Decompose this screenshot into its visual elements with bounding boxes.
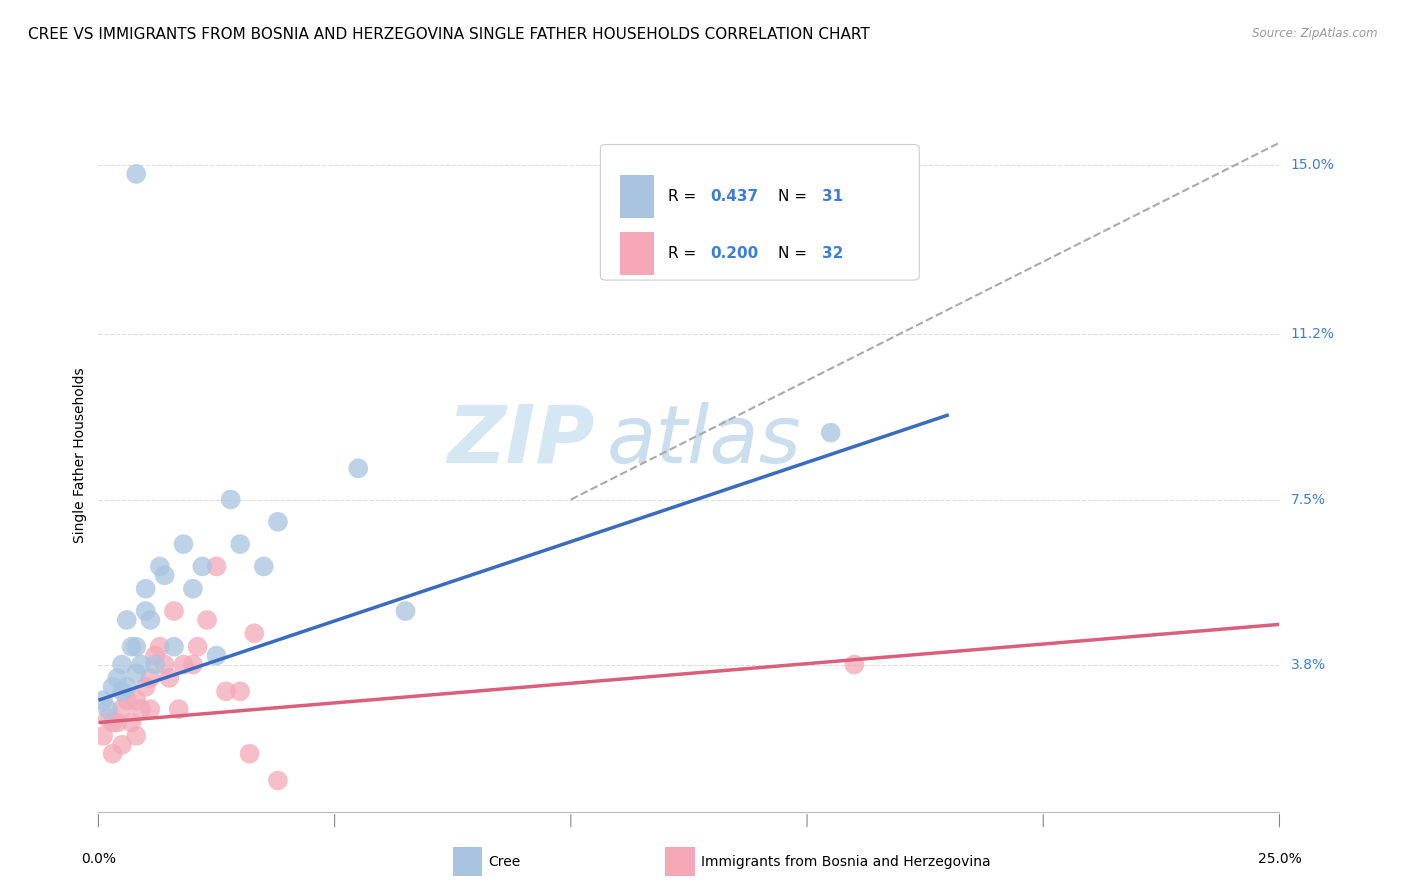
Point xyxy=(253,559,276,574)
Point xyxy=(101,747,124,761)
Point xyxy=(129,657,152,672)
Point xyxy=(105,715,128,730)
Point xyxy=(267,773,290,788)
Point xyxy=(149,559,172,574)
Bar xyxy=(620,176,654,219)
Point xyxy=(229,684,252,698)
Point xyxy=(181,582,204,596)
Point xyxy=(167,702,190,716)
Text: 0.200: 0.200 xyxy=(710,246,758,260)
Point xyxy=(153,657,176,672)
Point xyxy=(139,671,162,685)
Point xyxy=(115,613,138,627)
Point xyxy=(125,693,148,707)
Point xyxy=(129,702,152,716)
Bar xyxy=(620,232,654,275)
Bar xyxy=(665,847,695,876)
Point xyxy=(101,715,124,730)
Point xyxy=(125,666,148,681)
Text: 31: 31 xyxy=(823,189,844,204)
Point xyxy=(135,680,157,694)
Text: Cree: Cree xyxy=(488,855,520,869)
Point xyxy=(143,648,166,663)
Point xyxy=(139,613,162,627)
Point xyxy=(135,582,157,596)
Text: 0.0%: 0.0% xyxy=(82,852,115,866)
Point xyxy=(111,684,134,698)
Point xyxy=(347,461,370,475)
Point xyxy=(163,640,186,654)
Point xyxy=(111,657,134,672)
Point xyxy=(115,680,138,694)
Point xyxy=(267,515,290,529)
Point xyxy=(143,657,166,672)
Point xyxy=(135,604,157,618)
Text: atlas: atlas xyxy=(606,401,801,480)
Text: 3.8%: 3.8% xyxy=(1291,657,1326,672)
Point xyxy=(111,738,134,752)
Point xyxy=(394,604,416,618)
Point xyxy=(105,671,128,685)
Point xyxy=(101,680,124,694)
Point xyxy=(115,693,138,707)
Point xyxy=(121,715,143,730)
Point xyxy=(820,425,842,440)
Point xyxy=(844,657,866,672)
Point xyxy=(239,747,262,761)
Point xyxy=(149,640,172,654)
Text: 11.2%: 11.2% xyxy=(1291,327,1334,342)
Point xyxy=(187,640,209,654)
Text: N =: N = xyxy=(778,189,811,204)
Point xyxy=(195,613,218,627)
Y-axis label: Single Father Households: Single Father Households xyxy=(73,368,87,542)
FancyBboxPatch shape xyxy=(600,145,920,280)
Text: CREE VS IMMIGRANTS FROM BOSNIA AND HERZEGOVINA SINGLE FATHER HOUSEHOLDS CORRELAT: CREE VS IMMIGRANTS FROM BOSNIA AND HERZE… xyxy=(28,27,870,42)
Point xyxy=(229,537,252,551)
Point xyxy=(181,657,204,672)
Point xyxy=(191,559,214,574)
Point xyxy=(163,604,186,618)
Point xyxy=(172,537,194,551)
Point xyxy=(125,167,148,181)
Text: 15.0%: 15.0% xyxy=(1291,158,1334,172)
Point xyxy=(153,568,176,582)
Point xyxy=(111,702,134,716)
Point xyxy=(97,711,120,725)
Point xyxy=(121,640,143,654)
Point xyxy=(215,684,238,698)
Text: ZIP: ZIP xyxy=(447,401,595,480)
Text: R =: R = xyxy=(668,189,700,204)
Text: Source: ZipAtlas.com: Source: ZipAtlas.com xyxy=(1253,27,1378,40)
Point xyxy=(243,626,266,640)
Point xyxy=(97,702,120,716)
Text: 25.0%: 25.0% xyxy=(1257,852,1302,866)
Point xyxy=(157,671,180,685)
Text: 32: 32 xyxy=(823,246,844,260)
Text: Immigrants from Bosnia and Herzegovina: Immigrants from Bosnia and Herzegovina xyxy=(700,855,990,869)
Point xyxy=(205,648,228,663)
Text: R =: R = xyxy=(668,246,700,260)
Point xyxy=(219,492,242,507)
Point xyxy=(91,729,114,743)
Point xyxy=(205,559,228,574)
Point xyxy=(172,657,194,672)
Point xyxy=(139,702,162,716)
Point xyxy=(91,693,114,707)
Point xyxy=(125,729,148,743)
Point xyxy=(125,640,148,654)
Text: 0.437: 0.437 xyxy=(710,189,758,204)
Text: 7.5%: 7.5% xyxy=(1291,492,1326,507)
Bar xyxy=(453,847,482,876)
Text: N =: N = xyxy=(778,246,811,260)
